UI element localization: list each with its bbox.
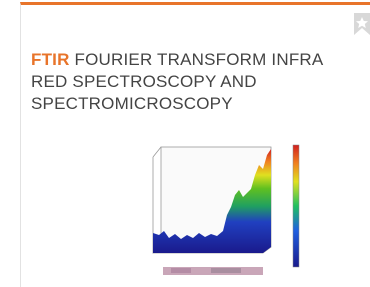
- card[interactable]: FTIR FOURIER TRANSFORM INFRA RED SPECTRO…: [20, 2, 370, 287]
- bookmark-icon[interactable]: [354, 13, 370, 35]
- title-highlight: FTIR: [31, 50, 70, 69]
- card-title[interactable]: FTIR FOURIER TRANSFORM INFRA RED SPECTRO…: [31, 49, 361, 115]
- title-text: FOURIER TRANSFORM INFRA RED SPECTROSCOPY…: [31, 50, 322, 113]
- spectrum-image: [131, 135, 301, 280]
